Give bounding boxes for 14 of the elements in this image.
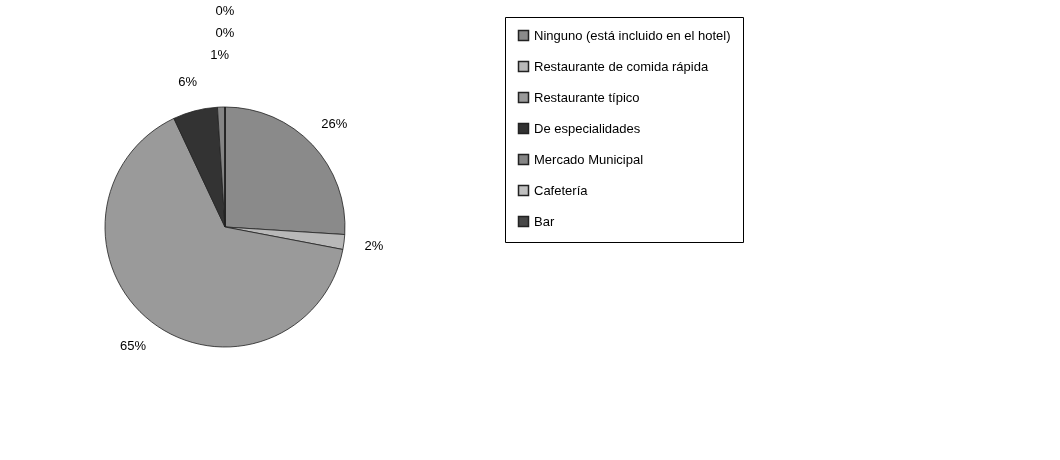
legend-label: Cafetería (534, 182, 589, 198)
data-label: 6% (178, 73, 198, 89)
legend-label: Restaurante típico (534, 89, 640, 105)
legend-label: Ninguno (está incluido en el hotel) (534, 27, 731, 43)
text: 0% (215, 25, 235, 40)
data-label: 65% (120, 337, 147, 353)
legend-label: Mercado Municipal (534, 151, 644, 167)
legend-label: De especialidades (534, 120, 641, 136)
data-label: 1% (210, 47, 230, 63)
data-label: 26% (321, 116, 348, 132)
text: 0% (215, 3, 235, 18)
data-label: 2% (364, 237, 384, 253)
legend-label: Restaurante de comida rápida (534, 58, 709, 74)
legend-label: Bar (534, 213, 555, 229)
